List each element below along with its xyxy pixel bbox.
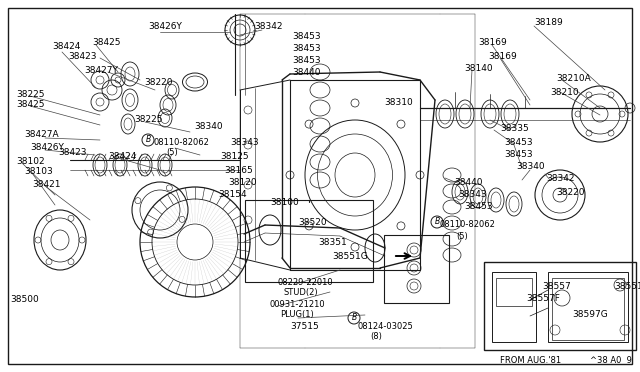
Text: 38424: 38424 [52,42,81,51]
Text: 38340: 38340 [516,162,545,171]
Text: 38102: 38102 [16,157,45,166]
Text: 38440: 38440 [454,178,483,187]
Text: 38520: 38520 [298,218,326,227]
Text: 38169: 38169 [478,38,507,47]
Text: 38169: 38169 [488,52,516,61]
Text: 38343: 38343 [458,190,486,199]
Text: 37515: 37515 [290,322,319,331]
Text: 38220: 38220 [144,78,173,87]
Text: (5): (5) [456,232,468,241]
Text: 38425: 38425 [16,100,45,109]
Text: 38557: 38557 [542,282,571,291]
Text: 38453: 38453 [292,32,321,41]
Text: ^38 A0  9: ^38 A0 9 [590,356,632,365]
Text: 38424: 38424 [108,152,136,161]
Text: B: B [435,218,440,227]
Bar [552,278,624,340]
Text: 38453: 38453 [464,202,493,211]
Text: 38427A: 38427A [24,130,59,139]
Text: 38340: 38340 [194,122,223,131]
Text: 38103: 38103 [24,167,52,176]
Text: 38343: 38343 [230,138,259,147]
Bar [496,278,532,306]
Text: 38125: 38125 [220,152,248,161]
Text: 38342: 38342 [254,22,282,31]
Text: B: B [351,314,356,323]
Text: 08229-22010: 08229-22010 [278,278,333,287]
Text: 38551G: 38551G [614,282,640,291]
Text: 38100: 38100 [270,198,299,207]
Text: 38427Y: 38427Y [84,66,118,75]
Text: 38453: 38453 [504,150,532,159]
Bar [484,262,636,350]
Text: 38310: 38310 [384,98,413,107]
Text: 38120: 38120 [228,178,257,187]
Text: 38426Y: 38426Y [30,143,64,152]
Text: 38154: 38154 [218,190,246,199]
Text: 38423: 38423 [68,52,97,61]
Text: 38335: 38335 [500,124,529,133]
Text: 38210A: 38210A [556,74,591,83]
Bar [548,272,628,342]
Text: 38551G: 38551G [332,252,368,261]
Bar [384,235,449,303]
Text: 38165: 38165 [224,166,253,175]
Text: 38189: 38189 [534,18,563,27]
Text: 38351: 38351 [318,238,347,247]
Text: 38342: 38342 [546,174,575,183]
Text: PLUG(1): PLUG(1) [280,310,314,319]
Text: 38220: 38220 [556,188,584,197]
Text: B: B [145,135,150,144]
Bar [492,272,536,342]
Text: 08110-82062: 08110-82062 [154,138,210,147]
Text: STUD(2): STUD(2) [284,288,319,297]
Text: 38453: 38453 [504,138,532,147]
Bar [245,200,373,282]
Text: 38140: 38140 [464,64,493,73]
Text: 08110-82062: 08110-82062 [440,220,496,229]
Text: 38597G: 38597G [572,310,608,319]
Text: 38225: 38225 [134,115,163,124]
Text: 38421: 38421 [32,180,61,189]
Text: 38425: 38425 [92,38,120,47]
Text: (5): (5) [166,148,178,157]
Text: 38500: 38500 [10,295,39,304]
Bar [290,80,420,270]
Text: FROM AUG.'81: FROM AUG.'81 [500,356,561,365]
Text: 38426Y: 38426Y [148,22,182,31]
Text: 00931-21210: 00931-21210 [270,300,326,309]
Text: 38453: 38453 [292,44,321,53]
Text: 38210: 38210 [550,88,579,97]
Text: (8): (8) [370,332,382,341]
Text: 38423: 38423 [58,148,86,157]
Text: 38557F: 38557F [526,294,560,303]
Text: 38453: 38453 [292,56,321,65]
Text: 38225: 38225 [16,90,45,99]
Text: 38440: 38440 [292,68,321,77]
Text: 08124-03025: 08124-03025 [358,322,413,331]
